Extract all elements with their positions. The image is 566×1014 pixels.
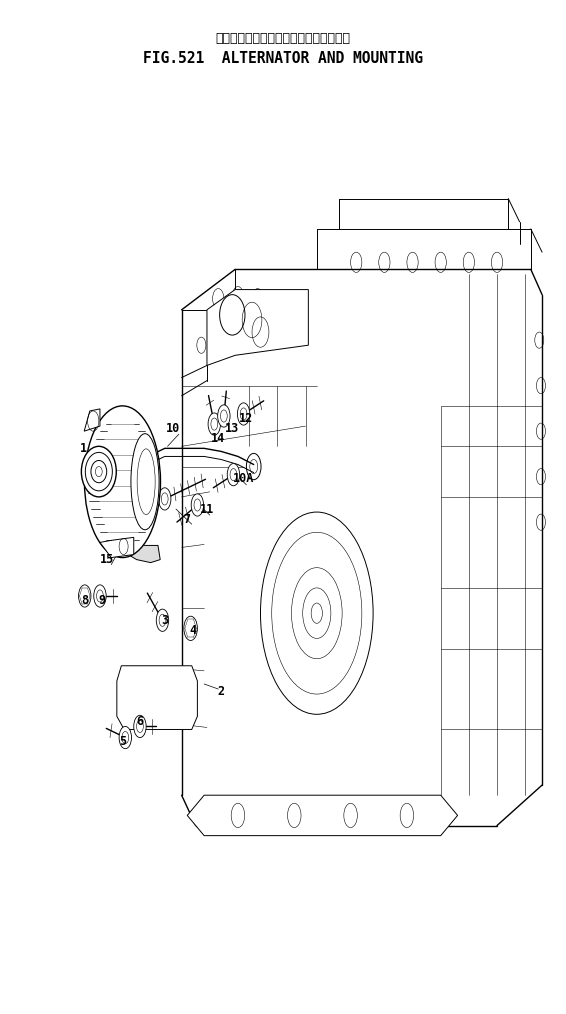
Circle shape: [79, 585, 91, 607]
Ellipse shape: [303, 588, 331, 639]
Polygon shape: [84, 409, 100, 431]
Ellipse shape: [96, 466, 102, 477]
Text: オルタネータ　および　マウンティング: オルタネータ および マウンティング: [216, 32, 350, 46]
Text: 10: 10: [166, 422, 181, 435]
Circle shape: [208, 413, 221, 435]
Text: 11: 11: [200, 503, 214, 515]
Text: 8: 8: [81, 593, 88, 606]
Circle shape: [158, 488, 171, 510]
Text: 13: 13: [225, 422, 239, 435]
Text: FIG.521  ALTERNATOR AND MOUNTING: FIG.521 ALTERNATOR AND MOUNTING: [143, 51, 423, 66]
Polygon shape: [187, 795, 457, 836]
Circle shape: [227, 463, 239, 486]
Text: 1: 1: [79, 442, 87, 455]
Circle shape: [184, 617, 198, 641]
Ellipse shape: [311, 603, 323, 624]
Ellipse shape: [84, 406, 161, 558]
Text: 9: 9: [98, 593, 105, 606]
Circle shape: [237, 403, 250, 425]
Polygon shape: [104, 527, 160, 563]
Ellipse shape: [131, 434, 159, 529]
Ellipse shape: [85, 452, 112, 491]
Text: 5: 5: [119, 735, 126, 748]
Text: 4: 4: [189, 624, 196, 637]
Text: 15: 15: [100, 553, 114, 566]
Circle shape: [134, 715, 146, 737]
Circle shape: [156, 609, 169, 632]
Text: 12: 12: [239, 412, 254, 425]
Ellipse shape: [91, 460, 107, 483]
Ellipse shape: [260, 512, 373, 714]
Text: 10A: 10A: [233, 473, 254, 485]
Ellipse shape: [82, 446, 116, 497]
Circle shape: [191, 494, 204, 516]
Text: 6: 6: [136, 715, 143, 728]
Text: 2: 2: [217, 684, 225, 698]
Text: 14: 14: [211, 432, 225, 445]
Ellipse shape: [291, 568, 342, 659]
Polygon shape: [100, 537, 134, 558]
Circle shape: [94, 585, 106, 607]
Ellipse shape: [272, 532, 362, 694]
Circle shape: [218, 405, 230, 427]
Polygon shape: [117, 666, 198, 729]
Text: 3: 3: [161, 613, 168, 627]
Text: 7: 7: [184, 513, 191, 525]
Polygon shape: [207, 290, 308, 365]
Circle shape: [119, 726, 131, 748]
